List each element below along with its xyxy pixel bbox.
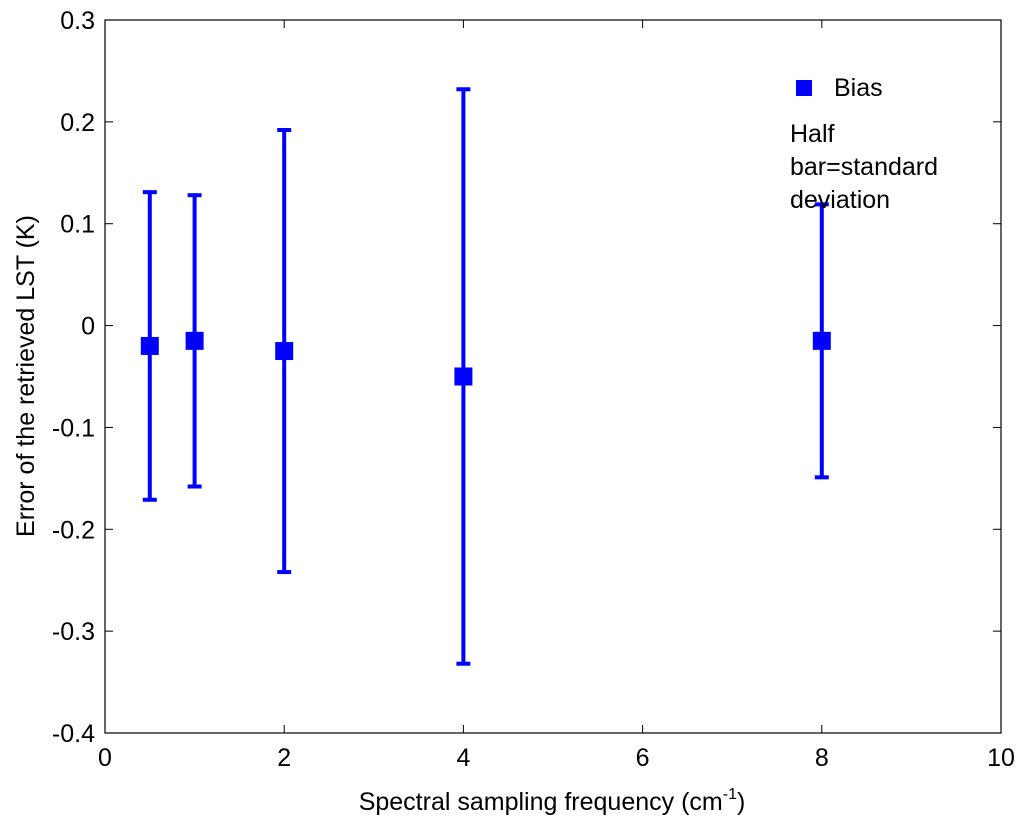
y-tick-label: 0.2: [60, 109, 95, 137]
x-tick-label: 6: [636, 744, 650, 772]
y-axis-label: Error of the retrieved LST (K): [12, 215, 40, 537]
x-tick-label: 8: [815, 744, 829, 772]
y-tick-label: 0.1: [60, 211, 95, 239]
y-tick-label: -0.2: [52, 516, 95, 544]
y-tick-label: -0.4: [52, 720, 95, 748]
y-axis: -0.4 -0.3 -0.2 -0.1 0 0.1 0.2 0.3: [52, 7, 1001, 748]
data-point: [812, 331, 831, 350]
data-point: [185, 331, 204, 350]
x-tick-label: 4: [456, 744, 470, 772]
legend: Bias Half bar=standard deviation: [790, 74, 938, 214]
y-tick-label: -0.3: [52, 618, 95, 646]
x-axis-label-superscript: -1: [723, 786, 737, 803]
data-point: [454, 367, 473, 386]
x-axis: 0 2 4 6 8 10: [98, 20, 1015, 772]
data-point: [275, 342, 294, 361]
x-tick-label: 10: [987, 744, 1015, 772]
x-axis-label: Spectral sampling frequency (cm-1): [359, 786, 746, 816]
legend-note-line-2: bar=standard: [790, 153, 938, 181]
plot-area: [104, 19, 1002, 734]
x-tick-label: 0: [98, 744, 112, 772]
x-tick-label: 2: [277, 744, 291, 772]
y-tick-label: -0.1: [52, 414, 95, 442]
data-point: [140, 336, 159, 355]
legend-label-bias: Bias: [834, 74, 883, 102]
legend-note-line-3: deviation: [790, 186, 890, 214]
series-bias: [140, 87, 831, 666]
plot-frame: [104, 19, 1002, 734]
y-tick-label: 0: [81, 313, 95, 341]
y-tick-label: 0.3: [60, 7, 95, 35]
legend-marker-square: [796, 80, 812, 96]
legend-note-line-1: Half: [790, 120, 835, 148]
